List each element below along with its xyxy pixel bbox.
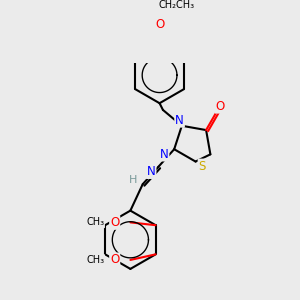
- Text: CH₃: CH₃: [86, 255, 104, 265]
- Text: O: O: [110, 254, 119, 266]
- Text: CH₃: CH₃: [86, 218, 104, 227]
- Text: N: N: [175, 114, 184, 127]
- Text: O: O: [110, 216, 119, 229]
- Text: O: O: [215, 100, 225, 113]
- Text: O: O: [155, 18, 164, 31]
- Text: N: N: [147, 165, 155, 178]
- Text: S: S: [199, 160, 206, 172]
- Text: CH₂CH₃: CH₂CH₃: [158, 0, 194, 10]
- Text: N: N: [160, 148, 169, 160]
- Text: H: H: [128, 175, 137, 185]
